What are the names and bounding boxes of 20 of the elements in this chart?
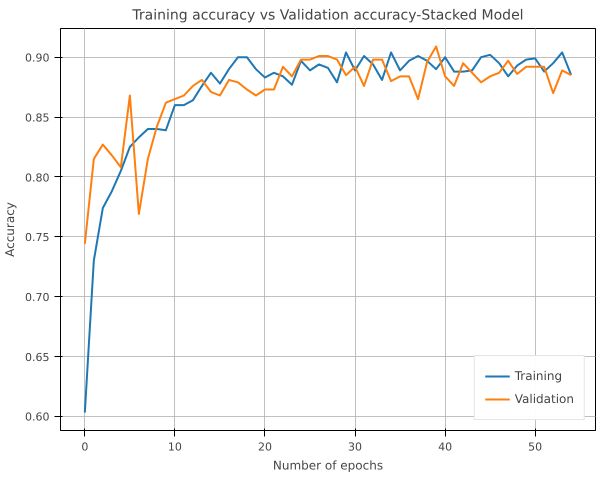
x-axis-title: Number of epochs: [272, 458, 384, 472]
y-tick-label: 0.60: [25, 410, 50, 424]
y-tick-label: 0.80: [25, 171, 50, 184]
y-tick-label: 0.70: [25, 291, 50, 304]
x-tick-label: 40: [438, 440, 452, 454]
legend-label: Validation: [514, 392, 574, 406]
y-tick-label: 0.75: [25, 231, 50, 244]
x-tick-label: 20: [258, 440, 272, 454]
x-tick-label: 0: [81, 440, 88, 454]
chart-title: Training accuracy vs Validation accuracy-Stacked Model: [131, 8, 524, 24]
line-series: [84, 45, 572, 245]
x-tick-label: 30: [348, 440, 362, 454]
y-tick-label: 0.65: [25, 350, 50, 364]
y-tick-label: 0.90: [25, 52, 50, 65]
y-axis-title: Accuracy: [3, 202, 18, 257]
y-tick-label: 0.85: [25, 112, 50, 125]
legend-label: Training: [514, 369, 562, 383]
x-tick-label: 50: [528, 440, 542, 454]
x-tick-label: 10: [168, 440, 182, 454]
line-series: [84, 51, 572, 414]
